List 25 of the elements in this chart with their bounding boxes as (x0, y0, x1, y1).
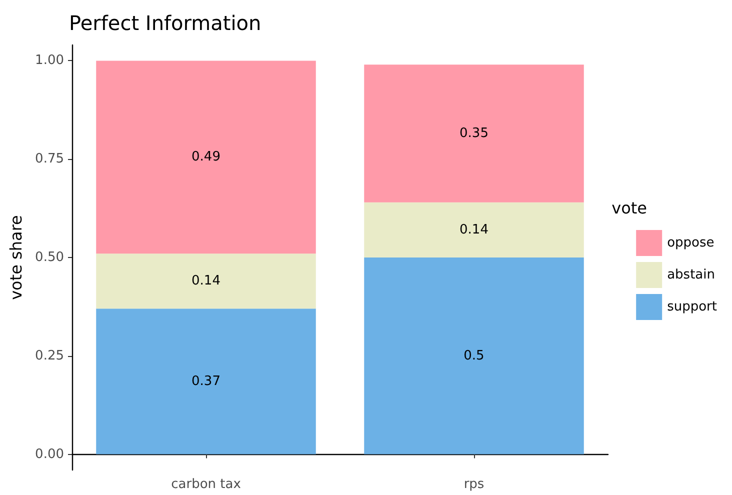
legend-label: oppose (667, 236, 714, 250)
bar (96, 308, 316, 454)
bar (364, 258, 584, 454)
data-label: 0.49 (192, 150, 220, 165)
y-tick-label: 0.75 (35, 152, 64, 167)
data-label: 0.14 (460, 222, 488, 238)
bar (364, 202, 584, 258)
bar (96, 60, 316, 254)
bar (96, 254, 316, 309)
legend-label: support (667, 300, 718, 314)
y-tick-label: 0.25 (35, 348, 64, 364)
legend-title: vote (612, 198, 647, 218)
chart-title: Perfect Information (69, 11, 262, 35)
x-tick-label: rps (464, 477, 484, 492)
y-tick-label: 1.00 (35, 53, 64, 68)
data-label: 0.37 (192, 374, 220, 389)
bar (364, 64, 584, 202)
data-label: 0.35 (460, 126, 488, 142)
y-tick-label: 0.00 (35, 446, 64, 462)
legend-label: abstain (667, 268, 715, 282)
x-tick-label: carbon tax (171, 477, 242, 492)
data-label: 0.14 (192, 274, 220, 289)
data-label: 0.5 (464, 348, 484, 364)
y-axis-title: vote share (6, 215, 26, 300)
y-tick-label: 0.50 (35, 250, 64, 265)
